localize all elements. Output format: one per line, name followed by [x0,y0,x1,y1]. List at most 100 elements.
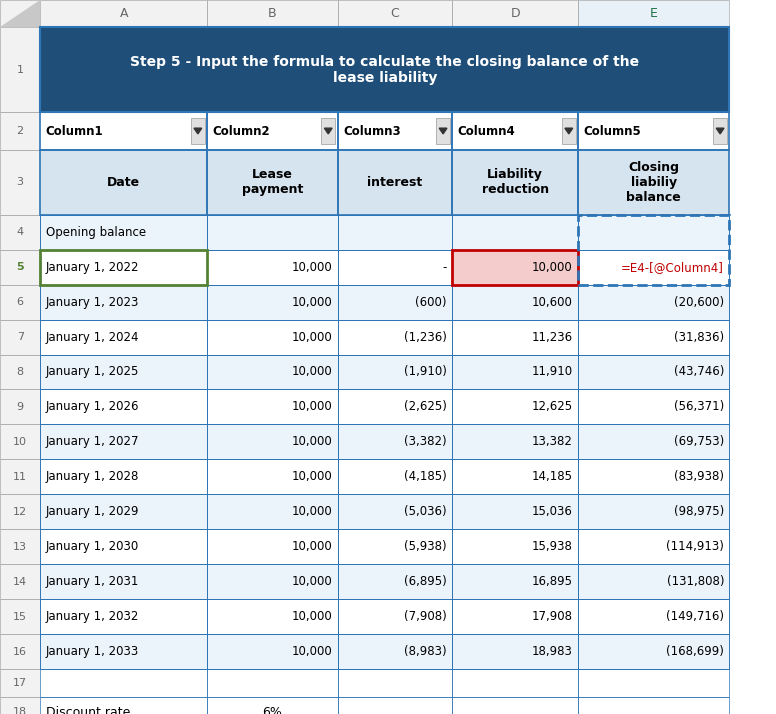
Text: -: - [442,261,447,273]
Text: 10,000: 10,000 [291,401,332,413]
Text: (43,746): (43,746) [674,366,724,378]
Bar [338,697,452,714]
Text: (98,975): (98,975) [674,506,724,518]
Bar [452,495,578,530]
Text: 3: 3 [16,177,24,188]
Bar [452,250,578,285]
Text: 10,000: 10,000 [291,261,332,273]
Bar [338,460,452,495]
Bar [578,214,729,250]
Text: Step 5 - Input the formula to calculate the closing balance of the
lease liabili: Step 5 - Input the formula to calculate … [130,54,639,85]
Bar [713,119,727,144]
Bar [0,635,40,670]
Bar [578,0,729,28]
Bar [578,670,729,697]
Bar [578,565,729,600]
Bar [207,697,338,714]
Polygon shape [324,128,332,134]
Bar [452,355,578,390]
Bar [338,670,452,697]
Text: (3,382): (3,382) [404,436,447,448]
Bar [578,320,729,355]
Text: 14: 14 [13,577,27,587]
Bar [452,250,578,285]
Text: 10,000: 10,000 [291,540,332,553]
Text: 5: 5 [16,262,24,272]
Bar [40,111,207,151]
Text: January 1, 2033: January 1, 2033 [46,645,139,658]
Bar [40,424,207,460]
Text: (69,753): (69,753) [674,436,724,448]
Bar [40,320,207,355]
Bar [207,460,338,495]
Text: 11: 11 [13,472,27,482]
Bar [207,530,338,565]
Text: (149,716): (149,716) [666,610,724,623]
Text: B: B [268,7,277,20]
Bar [207,565,338,600]
Text: January 1, 2029: January 1, 2029 [46,506,139,518]
Text: 15,036: 15,036 [532,506,573,518]
Bar [40,530,207,565]
Bar [338,111,452,151]
Text: (1,236): (1,236) [404,331,447,343]
Text: 11,236: 11,236 [532,331,573,343]
Text: 10,000: 10,000 [291,366,332,378]
Text: (6,895): (6,895) [404,575,447,588]
Bar [207,285,338,320]
Bar [452,151,578,214]
Text: 4: 4 [16,227,24,237]
Text: (114,913): (114,913) [666,540,724,553]
Bar [207,320,338,355]
Bar [0,697,40,714]
Bar [452,697,578,714]
Bar [338,424,452,460]
Bar [452,320,578,355]
Text: 9: 9 [16,402,24,412]
Bar [338,0,452,28]
Bar [0,320,40,355]
Text: (7,908): (7,908) [404,610,447,623]
Text: E: E [650,7,658,20]
Text: 1: 1 [16,64,24,75]
Text: (31,836): (31,836) [674,331,724,343]
Bar [0,28,40,111]
Text: 12,625: 12,625 [532,401,573,413]
Text: A: A [120,7,128,20]
Bar [40,697,207,714]
Text: 10,000: 10,000 [291,506,332,518]
Bar [0,390,40,425]
Bar [452,390,578,425]
Bar [452,670,578,697]
Bar [452,424,578,460]
Text: 6%: 6% [262,705,282,714]
Bar [338,495,452,530]
Bar [207,285,338,320]
Bar [338,151,452,214]
Bar [40,28,729,111]
Bar [40,635,207,670]
Bar [452,0,578,28]
Text: Liability
reduction: Liability reduction [482,169,549,196]
Bar [452,0,578,28]
Text: =E4-[@Column4]: =E4-[@Column4] [621,261,724,273]
Bar [578,460,729,495]
Text: 17: 17 [13,678,27,688]
Bar [207,151,338,214]
Bar [578,151,729,214]
Bar [207,600,338,635]
Bar [578,285,729,320]
Bar [40,495,207,530]
Bar [338,320,452,355]
Bar [578,424,729,460]
Text: 13,382: 13,382 [532,436,573,448]
Bar [40,600,207,635]
Bar [40,355,207,390]
Bar [0,670,40,697]
Text: January 1, 2026: January 1, 2026 [46,401,139,413]
Text: (56,371): (56,371) [674,401,724,413]
Bar [0,600,40,635]
Bar [578,390,729,425]
Bar [207,495,338,530]
Text: Column1: Column1 [46,124,103,138]
